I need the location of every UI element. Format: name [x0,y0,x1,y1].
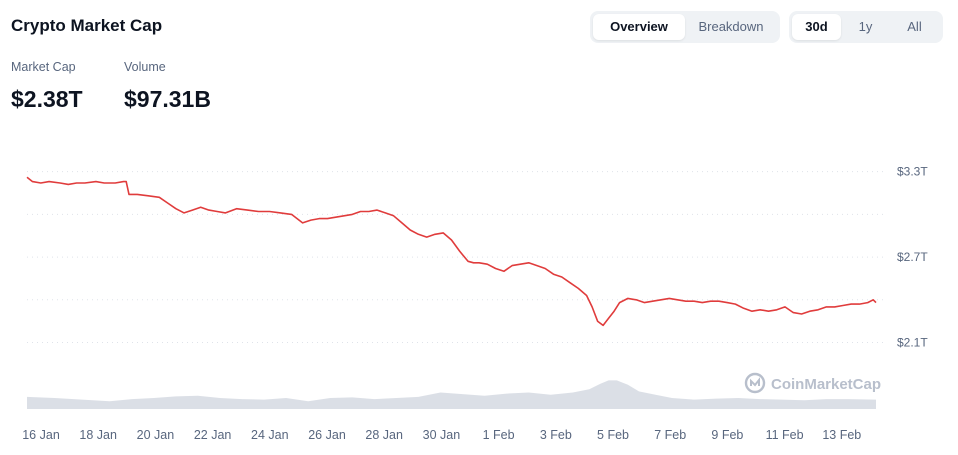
x-tick-label: 13 Feb [822,428,861,442]
range-toggle: 30d 1y All [789,11,943,43]
volume-value: $97.31B [124,86,211,112]
tab-breakdown[interactable]: Breakdown [698,19,764,34]
x-tick-label: 9 Feb [711,428,743,442]
market-cap-stat: Market Cap $2.38T [11,60,83,113]
chart-title: Crypto Market Cap [11,16,163,35]
chart-grid [27,171,885,344]
x-tick-label: 26 Jan [308,428,346,442]
x-tick-label: 1 Feb [483,428,515,442]
x-tick-label: 7 Feb [654,428,686,442]
tab-overview[interactable]: Overview [593,14,685,40]
x-axis-ticks: 16 Jan 18 Jan 20 Jan 22 Jan 24 Jan 26 Jan 28 J… [22,428,861,442]
volume-stat: Volume $97.31B [124,60,211,113]
x-tick-label: 20 Jan [137,428,175,442]
x-tick-label: 11 Feb [766,428,804,442]
coinmarketcap-watermark: CoinMarketCap [744,372,881,394]
x-tick-label: 18 Jan [79,428,117,442]
coinmarketcap-logo-icon [744,372,766,394]
x-tick-label: 5 Feb [597,428,629,442]
market-cap-series-line[interactable] [26,176,877,327]
y-tick-label: $2.1T [897,336,928,350]
market-cap-value: $2.38T [11,86,83,112]
y-axis-ticks: $3.3T $2.7T $2.1T [897,165,928,350]
x-tick-label: 28 Jan [365,428,403,442]
x-tick-label: 3 Feb [540,428,572,442]
x-tick-label: 30 Jan [423,428,461,442]
x-tick-label: 22 Jan [194,428,232,442]
market-cap-label: Market Cap [11,60,76,74]
volume-bars [27,380,876,409]
y-tick-label: $3.3T [897,165,928,179]
volume-label: Volume [124,60,166,74]
watermark-text: CoinMarketCap [771,376,881,393]
range-30d[interactable]: 30d [792,14,841,40]
x-tick-label: 16 Jan [22,428,60,442]
view-toggle: Overview Breakdown [590,11,780,43]
x-tick-label: 24 Jan [251,428,289,442]
range-all[interactable]: All [907,19,922,34]
volume-area [27,380,876,409]
range-1y[interactable]: 1y [858,19,873,34]
market-cap-line [26,176,877,327]
y-tick-label: $2.7T [897,250,928,264]
